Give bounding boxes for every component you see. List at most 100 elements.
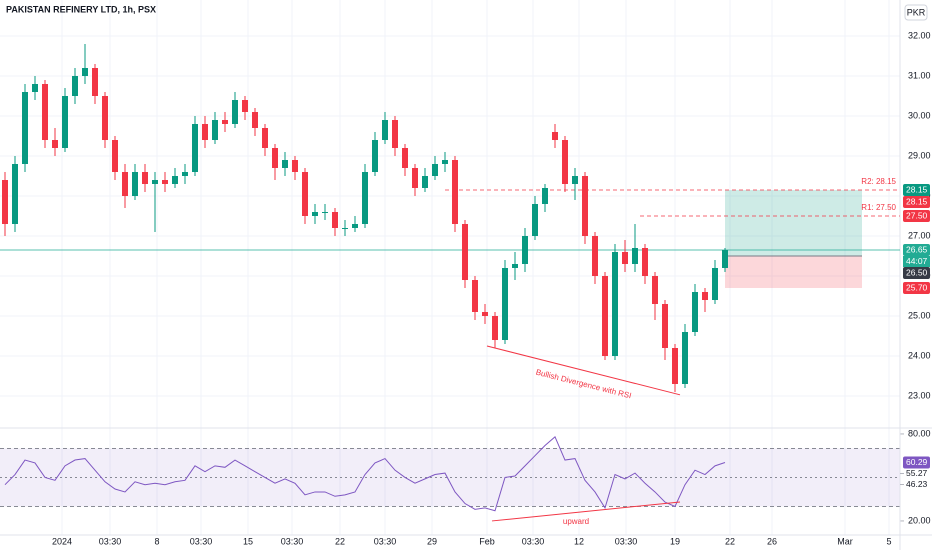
y-tick-label: 31.00 [908,70,931,80]
rsi-badge [903,456,930,469]
candle-body [72,76,78,96]
candle-body [442,160,448,164]
candle-body [722,250,728,268]
candle-body [42,84,48,140]
candle-body [552,132,558,140]
x-tick-label: Feb [479,536,495,546]
rsi-tick-label: 80.00 [908,428,931,438]
candle-body [162,180,168,184]
candle-body [702,292,708,300]
candle-body [532,204,538,236]
candle-body [672,348,678,384]
price-badge-label: 28.15 [906,196,928,206]
candle-body [172,176,178,184]
candle-body [602,276,608,356]
x-tick-label: 5 [886,536,891,546]
candle-body [402,148,408,168]
candle-body [492,316,498,340]
rsi-line [4,436,726,512]
price-badge [903,210,930,222]
candle-body [712,268,718,300]
candle-body [242,100,248,112]
candle-body [312,212,318,216]
x-tick-label: 22 [725,536,735,546]
price-badge-label: 26.65 [906,244,928,254]
candle-body [122,172,128,196]
price-badge [903,184,930,196]
candle-body [262,128,268,148]
price-badge-label: 26.50 [906,267,928,277]
candle-body [132,172,138,196]
price-badge [903,282,930,294]
candle-body [102,96,108,140]
candle-body [252,112,258,128]
candle-body [462,224,468,280]
x-tick-label: 8 [154,536,159,546]
candle-body [432,164,438,176]
candle-body [472,280,478,312]
rsi-divergence-label: upward [563,517,589,526]
candle-body [522,236,528,264]
rsi-badge-label: 60.29 [906,457,928,467]
candle-body [692,292,698,332]
currency-button[interactable] [904,4,928,21]
price-badge [903,244,930,256]
candle-body [92,68,98,96]
candle-body [652,276,658,304]
y-tick-label: 27.00 [908,230,931,240]
x-tick-label: 12 [574,536,584,546]
candle-body [452,160,458,224]
y-tick-label: 25.00 [908,310,931,320]
price-badge-label: 28.15 [906,184,928,194]
candle-body [152,180,158,184]
y-tick-label: 24.00 [908,350,931,360]
chart-title: PAKISTAN REFINERY LTD, 1h, PSX [6,4,156,14]
candle-body [192,124,198,172]
resistance-label: R2: 28.15 [861,177,896,186]
candle-body [392,120,398,148]
stop-zone [725,256,862,288]
rsi-tick-label: 20.00 [908,515,931,525]
candle-body [642,248,648,276]
x-tick-label: 03:30 [522,536,545,546]
x-tick-label: 26 [767,536,777,546]
candle-body [382,120,388,140]
price-badge-label: 27.50 [906,210,928,220]
candle-body [632,248,638,264]
rsi-badge-label: 46.23 [906,479,928,489]
candle-body [572,176,578,184]
candle-body [62,96,68,148]
price-badge [903,267,930,279]
candle-body [502,268,508,340]
candle-body [142,172,148,184]
candle-body [342,228,348,229]
candle-body [662,304,668,348]
candle-body [52,140,58,148]
candle-body [202,124,208,140]
x-tick-label: 03:30 [615,536,638,546]
candle-body [302,172,308,216]
countdown-badge [903,256,930,267]
candle-body [292,160,298,172]
candle-body [282,160,288,168]
y-tick-label: 29.00 [908,150,931,160]
candle-body [592,236,598,276]
divergence-line [486,345,681,396]
candle-body [622,252,628,264]
candle-body [352,224,358,228]
y-tick-label: 30.00 [908,110,931,120]
candle-body [542,188,548,204]
candle-body [322,212,328,213]
candle-body [332,212,338,228]
price-badge [903,196,930,208]
y-tick-label: 23.00 [908,390,931,400]
x-tick-label: 19 [670,536,680,546]
candle-body [562,140,568,184]
x-tick-label: 03:30 [281,536,304,546]
currency[interactable]: PKR [907,7,926,17]
y-tick-label: 32.00 [908,30,931,40]
x-tick-label: Mar [837,536,853,546]
resistance-label: R1: 27.50 [861,203,896,212]
candle-body [412,168,418,188]
